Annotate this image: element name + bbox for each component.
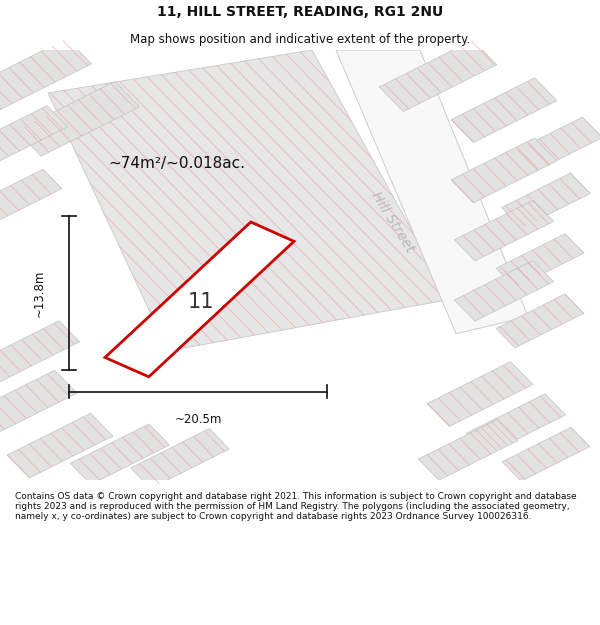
Polygon shape [451, 78, 557, 142]
Polygon shape [379, 40, 497, 111]
Polygon shape [451, 138, 557, 202]
Polygon shape [496, 234, 584, 288]
Polygon shape [454, 200, 554, 261]
Text: ~13.8m: ~13.8m [32, 269, 46, 317]
Polygon shape [0, 39, 92, 113]
Text: Contains OS data © Crown copyright and database right 2021. This information is : Contains OS data © Crown copyright and d… [15, 492, 577, 521]
Polygon shape [131, 429, 229, 489]
Text: Map shows position and indicative extent of the property.: Map shows position and indicative extent… [130, 34, 470, 46]
Polygon shape [502, 173, 590, 228]
Polygon shape [0, 106, 68, 166]
Text: 11: 11 [188, 291, 214, 311]
Polygon shape [336, 50, 528, 334]
Polygon shape [418, 419, 518, 480]
Polygon shape [105, 222, 294, 377]
Polygon shape [7, 413, 113, 478]
Polygon shape [454, 261, 554, 321]
Polygon shape [70, 424, 170, 484]
Polygon shape [0, 370, 77, 435]
Text: ~20.5m: ~20.5m [175, 413, 221, 426]
Polygon shape [427, 362, 533, 426]
Polygon shape [48, 50, 450, 351]
Polygon shape [502, 428, 590, 481]
Polygon shape [0, 321, 80, 381]
Text: ~74m²/~0.018ac.: ~74m²/~0.018ac. [109, 156, 245, 171]
Text: 11, HILL STREET, READING, RG1 2NU: 11, HILL STREET, READING, RG1 2NU [157, 6, 443, 19]
Polygon shape [16, 81, 140, 156]
Polygon shape [466, 394, 566, 454]
Polygon shape [0, 169, 62, 223]
Polygon shape [514, 117, 600, 172]
Polygon shape [496, 294, 584, 348]
Text: Hill Street: Hill Street [369, 189, 417, 255]
